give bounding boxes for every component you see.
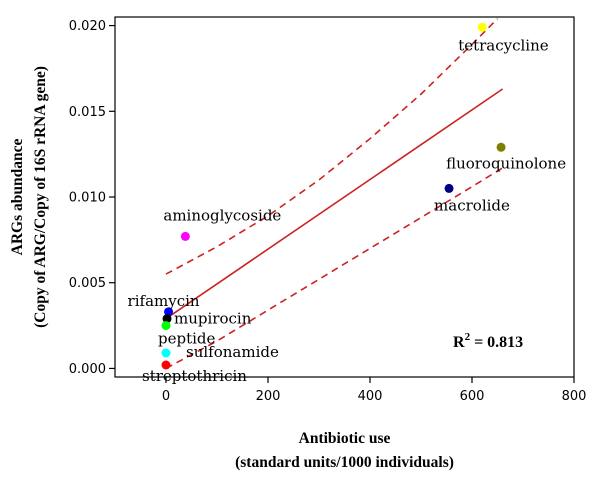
x-axis: 0 200 400 600 800 xyxy=(162,377,587,404)
point-sulfonamide xyxy=(161,348,171,358)
point-peptide xyxy=(161,321,171,331)
point-aminoglycoside xyxy=(180,231,190,241)
x-tick-label-2: 400 xyxy=(358,389,383,404)
point-label-fluoroquinolone: fluoroquinolone xyxy=(446,154,566,172)
confidence-band-lower xyxy=(165,167,504,370)
r-squared-value: = 0.813 xyxy=(470,334,523,351)
point-label-mupirocin: mupirocin xyxy=(174,310,252,328)
point-fluoroquinolone xyxy=(496,142,506,152)
y-tick-label-4: 0.020 xyxy=(69,19,106,34)
point-label-sulfonamide: sulfonamide xyxy=(186,343,279,361)
confidence-band xyxy=(165,18,504,370)
point-mupirocin xyxy=(162,314,172,324)
y-tick-label-0: 0.000 xyxy=(69,362,106,377)
y-axis: 0.000 0.005 0.010 0.015 0.020 xyxy=(69,19,115,377)
regression-line xyxy=(165,88,504,320)
point-label-tetracycline: tetracycline xyxy=(458,36,549,54)
r-squared-superscript: 2 xyxy=(465,331,471,343)
fit-line xyxy=(165,88,504,320)
x-tick-label-0: 0 xyxy=(162,389,170,404)
confidence-band-upper xyxy=(165,18,499,275)
point-label-rifamycin: rifamycin xyxy=(128,292,200,310)
x-axis-title-line2: (standard units/1000 individuals) xyxy=(235,454,454,471)
x-axis-title-line1: Antibiotic use xyxy=(299,430,391,447)
point-tetracycline xyxy=(477,22,487,32)
point-label-streptothricin: streptothricin xyxy=(142,367,247,385)
y-tick-label-3: 0.015 xyxy=(69,105,106,120)
point-label-macrolide: macrolide xyxy=(434,196,510,214)
y-axis-title-line1: ARGs abundance xyxy=(9,139,26,256)
point-label-aminoglycoside: aminoglycoside xyxy=(163,206,281,224)
y-tick-label-2: 0.010 xyxy=(69,191,106,206)
point-labels: tetracycline fluoroquinolone macrolide amin… xyxy=(128,36,567,385)
data-points xyxy=(161,22,506,370)
point-rifamycin xyxy=(164,307,174,317)
y-tick-label-1: 0.005 xyxy=(69,276,106,291)
y-axis-title-line2: (Copy of ARG/Copy of 16S rRNA gene) xyxy=(32,66,49,328)
x-tick-label-3: 600 xyxy=(460,389,485,404)
x-tick-label-4: 800 xyxy=(562,389,587,404)
point-macrolide xyxy=(444,183,454,193)
point-label-peptide: peptide xyxy=(158,330,216,348)
r-squared-prefix: R xyxy=(453,334,465,351)
r-squared-annotation: R2 = 0.813 xyxy=(453,331,523,351)
x-tick-label-1: 200 xyxy=(256,389,281,404)
point-streptothricin xyxy=(161,360,171,370)
